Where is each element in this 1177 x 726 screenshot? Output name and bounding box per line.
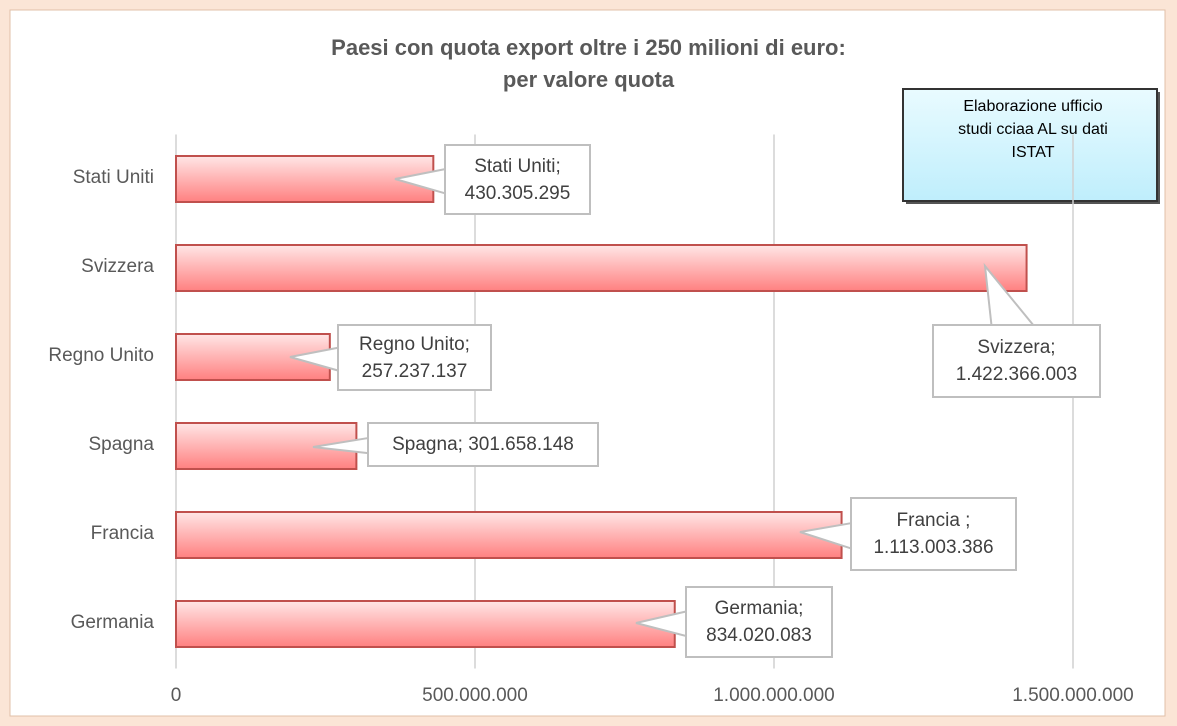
label-box xyxy=(850,497,1017,571)
label-pointer xyxy=(312,436,369,455)
label-box xyxy=(932,324,1101,398)
bar xyxy=(175,155,435,203)
x-tick-label: 500.000.000 xyxy=(422,685,528,706)
x-tick-label: 1.500.000.000 xyxy=(1012,685,1134,706)
label-pointer xyxy=(983,262,1036,326)
data-label: Germania; 834.020.083 xyxy=(706,598,812,646)
label-box xyxy=(337,324,492,391)
x-tick-label: 1.000.000.000 xyxy=(713,685,835,706)
data-label: Svizzera; 1.422.366.003 xyxy=(955,337,1078,385)
y-tick-label: Regno Unito xyxy=(48,345,154,366)
bar xyxy=(175,600,676,648)
x-tick-label: 0 xyxy=(170,685,182,706)
label-pointer xyxy=(635,610,687,638)
y-tick-label: Germania xyxy=(70,612,154,633)
label-pointer xyxy=(289,346,339,372)
bar xyxy=(175,511,843,559)
data-label: Regno Unito; 257.237.137 xyxy=(359,333,470,382)
data-label: Stati Uniti; 430.305.295 xyxy=(464,155,571,204)
chart-title: Paesi con quota export oltre i 250 milio… xyxy=(331,35,846,92)
label-pointer xyxy=(394,167,446,195)
y-tick-label: Spagna xyxy=(88,434,154,455)
data-label: Spagna; 301.658.148 xyxy=(392,434,574,455)
label-pointer xyxy=(799,522,852,550)
y-tick-label: Stati Uniti xyxy=(72,167,154,188)
bar xyxy=(175,244,1028,292)
data-label: Francia ; 1.113.003.386 xyxy=(873,510,994,558)
y-tick-label: Svizzera xyxy=(81,256,154,277)
annotation-box xyxy=(902,88,1158,202)
annotation: Elaborazione ufficio studi cciaa AL su d… xyxy=(958,98,1108,161)
y-tick-label: Francia xyxy=(90,523,154,544)
